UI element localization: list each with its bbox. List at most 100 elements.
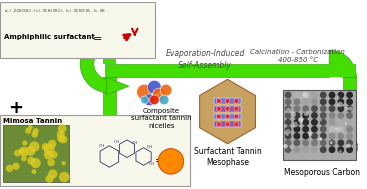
Circle shape — [19, 147, 29, 156]
Circle shape — [346, 91, 353, 98]
Circle shape — [294, 139, 300, 146]
Circle shape — [225, 106, 230, 111]
Circle shape — [32, 169, 36, 174]
Circle shape — [346, 133, 353, 139]
Bar — [329, 64, 356, 77]
Text: Evaporation-Induced
Self-Assembly: Evaporation-Induced Self-Assembly — [166, 49, 245, 70]
Circle shape — [285, 112, 291, 119]
Circle shape — [285, 146, 291, 153]
Circle shape — [30, 158, 41, 168]
Wedge shape — [329, 50, 356, 77]
Bar — [214, 106, 241, 112]
Bar — [214, 121, 241, 127]
Circle shape — [225, 114, 230, 119]
Circle shape — [59, 135, 68, 143]
Circle shape — [337, 146, 344, 153]
Circle shape — [328, 119, 335, 126]
Circle shape — [29, 141, 40, 152]
Circle shape — [337, 105, 344, 112]
Circle shape — [328, 91, 335, 98]
Circle shape — [25, 146, 35, 156]
Circle shape — [337, 91, 344, 98]
Circle shape — [160, 84, 172, 96]
Circle shape — [328, 133, 335, 139]
Circle shape — [225, 98, 230, 103]
Circle shape — [283, 144, 288, 149]
Circle shape — [285, 126, 291, 133]
Circle shape — [302, 146, 309, 153]
Circle shape — [349, 107, 353, 111]
Circle shape — [302, 139, 309, 146]
FancyBboxPatch shape — [0, 115, 190, 186]
Polygon shape — [200, 79, 255, 144]
Circle shape — [143, 94, 155, 106]
Circle shape — [286, 108, 291, 113]
Circle shape — [311, 133, 318, 139]
Circle shape — [339, 150, 342, 153]
Circle shape — [299, 96, 302, 99]
Circle shape — [302, 133, 309, 139]
Circle shape — [346, 146, 353, 153]
Circle shape — [44, 150, 53, 160]
Bar — [214, 114, 241, 119]
Circle shape — [328, 139, 335, 146]
Bar — [283, 90, 356, 160]
Polygon shape — [333, 144, 366, 156]
Text: OH: OH — [132, 141, 138, 145]
Circle shape — [346, 119, 353, 126]
Circle shape — [234, 106, 239, 111]
Circle shape — [284, 124, 287, 128]
Circle shape — [311, 98, 318, 105]
Circle shape — [337, 133, 344, 139]
Circle shape — [62, 161, 66, 165]
Circle shape — [159, 95, 169, 105]
Circle shape — [346, 112, 353, 119]
Circle shape — [294, 146, 300, 153]
Circle shape — [48, 140, 57, 148]
Circle shape — [302, 98, 309, 105]
Circle shape — [12, 163, 19, 170]
Circle shape — [22, 140, 28, 146]
Circle shape — [216, 98, 221, 103]
Circle shape — [14, 150, 21, 156]
Circle shape — [294, 91, 300, 98]
Polygon shape — [106, 77, 129, 95]
Circle shape — [46, 175, 54, 183]
Circle shape — [294, 126, 300, 133]
Circle shape — [149, 95, 159, 105]
Circle shape — [308, 132, 313, 136]
Circle shape — [21, 156, 27, 161]
Circle shape — [328, 105, 335, 112]
Circle shape — [328, 112, 335, 119]
Wedge shape — [80, 34, 109, 93]
FancyBboxPatch shape — [0, 2, 155, 58]
Circle shape — [292, 122, 298, 127]
Circle shape — [57, 130, 65, 138]
Circle shape — [294, 133, 300, 139]
Text: +: + — [8, 99, 23, 117]
Circle shape — [320, 139, 327, 146]
Circle shape — [320, 112, 327, 119]
Circle shape — [286, 133, 289, 136]
Circle shape — [311, 146, 318, 153]
Circle shape — [225, 122, 230, 127]
Circle shape — [48, 169, 57, 179]
Circle shape — [337, 126, 344, 133]
Circle shape — [285, 105, 291, 112]
Circle shape — [320, 91, 327, 98]
Circle shape — [216, 106, 221, 111]
Circle shape — [216, 114, 221, 119]
Circle shape — [33, 128, 39, 134]
Circle shape — [346, 105, 353, 112]
Text: OH: OH — [149, 162, 156, 166]
Circle shape — [285, 139, 291, 146]
Circle shape — [320, 126, 327, 133]
Circle shape — [294, 112, 300, 119]
Circle shape — [158, 149, 184, 174]
Circle shape — [216, 122, 221, 127]
Circle shape — [304, 111, 309, 116]
Circle shape — [330, 141, 333, 144]
Text: Surfactant Tannin
Mesophase: Surfactant Tannin Mesophase — [194, 147, 261, 167]
Circle shape — [286, 129, 290, 134]
Circle shape — [19, 148, 25, 154]
